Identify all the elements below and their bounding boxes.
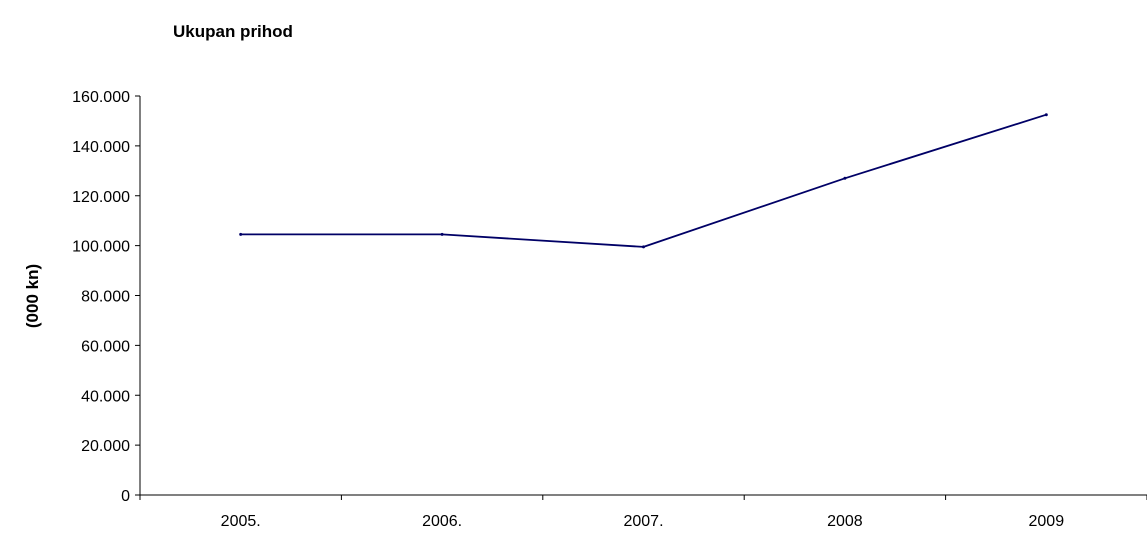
y-tick-label: 40.000 bbox=[81, 388, 130, 405]
x-tick-label: 2006. bbox=[422, 513, 462, 530]
data-point bbox=[1044, 113, 1048, 117]
x-tick-label: 2009 bbox=[1029, 513, 1065, 530]
series-layer bbox=[239, 113, 1048, 249]
y-tick-label: 20.000 bbox=[81, 438, 130, 455]
y-tick-label: 0 bbox=[121, 488, 130, 505]
y-tick-label: 100.000 bbox=[72, 239, 130, 256]
y-tick-label: 120.000 bbox=[72, 189, 130, 206]
y-axis-ticks: 0 20.000 40.000 60.000 80.000 100.000 120.000 1… bbox=[72, 89, 140, 505]
data-point bbox=[642, 245, 645, 249]
x-tick-label: 2008 bbox=[827, 513, 863, 530]
y-tick-label: 160.000 bbox=[72, 89, 130, 106]
y-tick-label: 80.000 bbox=[81, 289, 130, 306]
data-point bbox=[239, 232, 243, 236]
chart-title: Ukupan prihod bbox=[173, 22, 293, 41]
y-axis-title: (000 kn) bbox=[23, 264, 42, 328]
x-tick-label: 2005. bbox=[221, 513, 261, 530]
x-tick-label: 2007. bbox=[623, 513, 663, 530]
data-point bbox=[843, 176, 847, 180]
y-tick-label: 60.000 bbox=[81, 338, 130, 355]
y-tick-label: 140.000 bbox=[72, 139, 130, 156]
series-line bbox=[240, 113, 1047, 248]
x-axis-ticks: 2005. 2006. 2007. 2008 2009 bbox=[139, 495, 1147, 530]
data-point bbox=[440, 232, 444, 236]
